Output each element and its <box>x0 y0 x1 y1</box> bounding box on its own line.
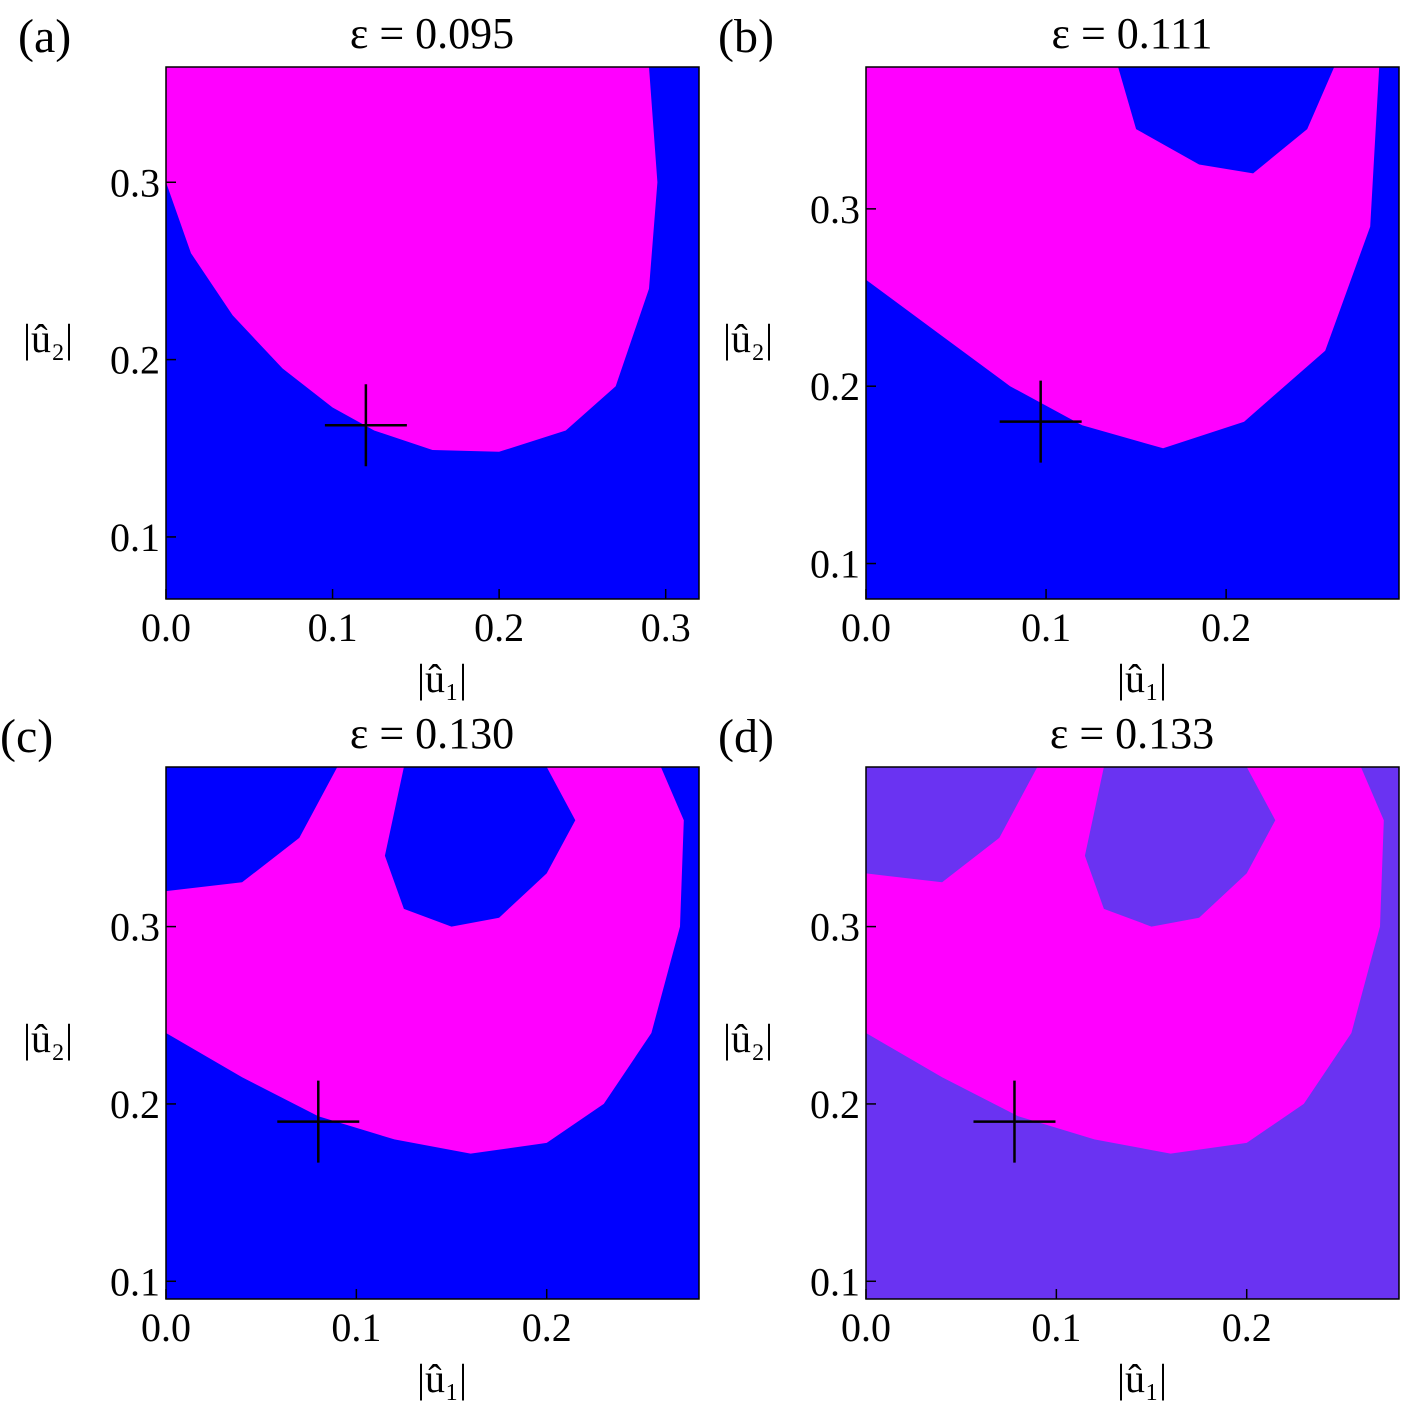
x-tick-label: 0.0 <box>841 605 891 650</box>
y-tick-label: 0.3 <box>810 905 860 950</box>
panel-d: (d) ε = 0.133 0.0 0.1 0.20.10.20.3 |û₁| |û… <box>718 709 1400 1401</box>
x-axis-label: |û₁| <box>417 656 467 701</box>
panel-title: ε = 0.130 <box>350 709 514 758</box>
plot-area: 0.0 0.1 0.20.10.20.3 <box>110 766 700 1350</box>
y-tick-label: 0.1 <box>810 542 860 587</box>
plot-frame <box>165 766 700 1300</box>
x-tick-label: 0.3 <box>641 605 691 650</box>
y-axis-label: |û₂| <box>23 1016 73 1061</box>
x-tick-label: 0.2 <box>1222 1305 1272 1350</box>
x-tick-label: 0.2 <box>1201 605 1251 650</box>
basin-region <box>866 67 1380 449</box>
x-tick-label: 0.0 <box>141 1305 191 1350</box>
y-tick-label: 0.2 <box>110 1082 160 1127</box>
panel-label: (d) <box>718 710 774 763</box>
y-axis-label: |û₂| <box>23 316 73 361</box>
x-tick-label: 0.2 <box>522 1305 572 1350</box>
panel-label: (a) <box>18 10 71 63</box>
y-tick-label: 0.3 <box>810 187 860 232</box>
y-axis-label: |û₂| <box>723 1016 773 1061</box>
y-tick-label: 0.1 <box>810 1259 860 1304</box>
plot-area: 0.0 0.1 0.2 0.1 0.2 0.3 <box>810 66 1400 650</box>
panel-c: (c) ε = 0.130 0.0 0.1 0.20.10.20.3 |û₁| |û… <box>0 709 700 1401</box>
x-tick-label: 0.1 <box>331 1305 381 1350</box>
panel-b: (b) ε = 0.111 0.0 0.1 0.2 0.1 0.2 0.3 |û₁| |û… <box>718 9 1400 701</box>
panel-label: (b) <box>718 10 774 63</box>
basin-region <box>166 767 684 1154</box>
plot-frame <box>165 66 700 600</box>
panel-title: ε = 0.095 <box>350 9 514 58</box>
panel-a: (a) ε = 0.095 0.0 0.1 0.2 0.3 0.1 0.2 0.3 |û₁|… <box>18 9 700 701</box>
panel-title: ε = 0.111 <box>1051 9 1212 58</box>
x-tick-label: 0.1 <box>1031 1305 1081 1350</box>
plot-frame <box>865 66 1400 600</box>
y-tick-label: 0.1 <box>110 1259 160 1304</box>
y-tick-label: 0.2 <box>810 1082 860 1127</box>
x-axis-label: |û₁| <box>417 1356 467 1401</box>
x-axis-label: |û₁| <box>1117 656 1167 701</box>
panel-title: ε = 0.133 <box>1050 709 1214 758</box>
panel-label: (c) <box>0 710 53 763</box>
x-tick-label: 0.1 <box>1021 605 1071 650</box>
x-tick-label: 0.2 <box>474 605 524 650</box>
y-tick-label: 0.2 <box>110 338 160 383</box>
x-tick-label: 0.1 <box>308 605 358 650</box>
basin-region <box>166 67 658 452</box>
y-tick-label: 0.2 <box>810 364 860 409</box>
basin-region <box>866 767 1384 1154</box>
x-tick-label: 0.0 <box>841 1305 891 1350</box>
x-axis-label: |û₁| <box>1117 1356 1167 1401</box>
plot-frame <box>865 766 1400 1300</box>
y-tick-label: 0.3 <box>110 905 160 950</box>
y-tick-label: 0.3 <box>110 160 160 205</box>
y-tick-label: 0.1 <box>110 515 160 560</box>
plot-area: 0.0 0.1 0.2 0.3 0.1 0.2 0.3 <box>110 66 700 650</box>
x-tick-label: 0.0 <box>141 605 191 650</box>
y-axis-label: |û₂| <box>723 316 773 361</box>
plot-area: 0.0 0.1 0.20.10.20.3 <box>810 766 1400 1350</box>
